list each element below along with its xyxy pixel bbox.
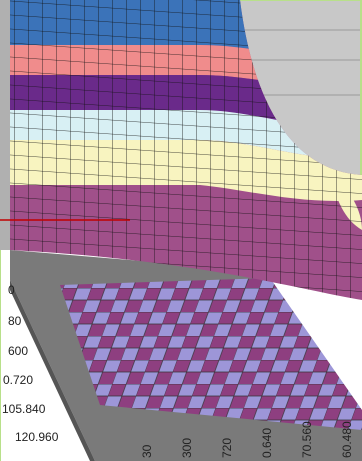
y-tick-label: 120.960 <box>15 430 59 444</box>
x-tick-label: 30 <box>140 444 154 458</box>
y-tick-label: 0.720 <box>3 373 33 387</box>
y-tick-label: 80 <box>8 314 22 328</box>
x-tick-label: 720 <box>220 438 234 458</box>
wall-gridlines <box>240 0 362 96</box>
x-tick-label: 60.480 <box>340 421 354 458</box>
side-wall <box>0 0 10 250</box>
y-tick-label: 600 <box>8 344 28 358</box>
floor-edge <box>10 280 95 461</box>
x-tick-label: 0.640 <box>260 428 274 458</box>
left-axis: 0 80 600 0.720 105.840 120.960 <box>2 283 59 444</box>
floor-surface <box>60 278 362 430</box>
x-tick-label: 300 <box>180 438 194 458</box>
bottom-axis: 30 300 720 0.640 70.560 60.480 <box>140 421 354 458</box>
x-tick-label: 70.560 <box>300 421 314 458</box>
y-tick-label: 105.840 <box>2 402 46 416</box>
y-tick-label: 0 <box>8 283 15 297</box>
